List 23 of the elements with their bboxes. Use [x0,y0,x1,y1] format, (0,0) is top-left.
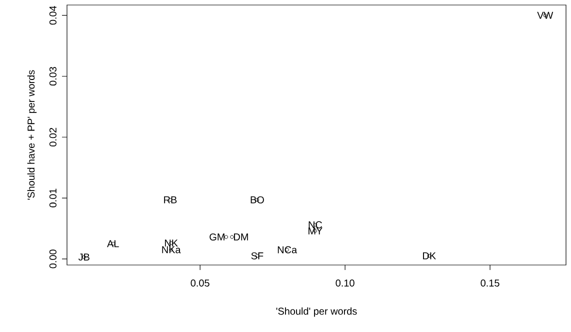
y-tick-label: 0.02 [49,128,56,146]
annotation: DK [423,252,436,260]
annotation: NCa [278,246,298,254]
x-tick-label: 0.15 [480,280,500,287]
x-tick-label: 0.05 [190,280,210,287]
annotation: BO [250,196,264,204]
annotation: GM [210,233,224,241]
annotation: AL [107,240,119,248]
x-axis-title: 'Should' per words [276,307,357,317]
annotation: SF [251,252,264,260]
annotation: NC [308,221,322,228]
point [230,235,234,239]
y-tick-label: 0.00 [49,250,56,268]
y-axis-title: 'Should have + PP' per words [27,70,37,200]
y-tick-label: 0.04 [49,6,56,25]
annotation: NKa [162,246,181,254]
annotation: MY [308,227,322,234]
annotation: VW [537,12,554,19]
annotation: DM [234,234,248,240]
y-tick-label: 0.01 [49,188,56,208]
x-tick-label: 0.10 [336,280,354,287]
annotation: RB [164,196,177,204]
y-tick-label: 0.03 [49,66,56,86]
